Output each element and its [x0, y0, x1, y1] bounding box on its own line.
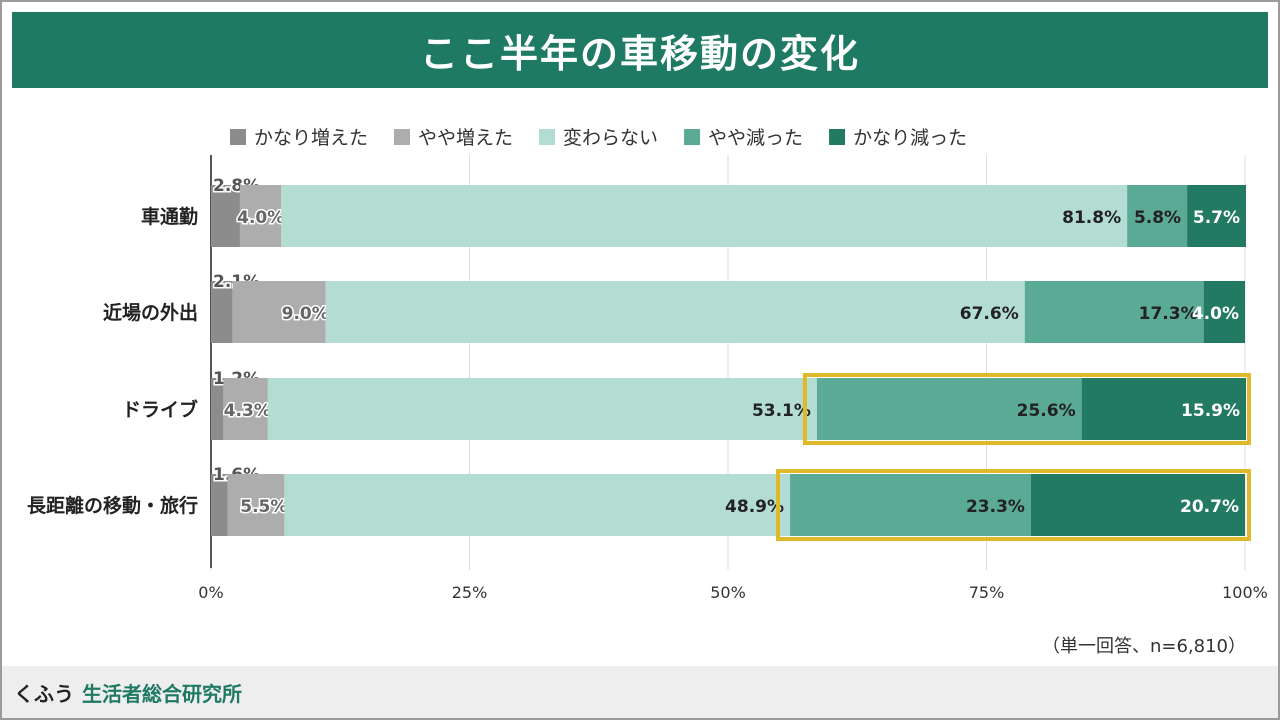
footer: くふう 生活者総合研究所 [2, 666, 1278, 718]
data-label: 67.6% [960, 304, 1019, 324]
category-label: 車通勤 [141, 205, 198, 228]
bar-segment [211, 378, 224, 440]
bar-segment [211, 281, 233, 343]
category-label: 近場の外出 [103, 301, 198, 324]
category-label: ドライブ [122, 398, 198, 421]
bar-segment [223, 378, 268, 440]
bar-segment [239, 185, 282, 247]
bar-segment [816, 378, 1082, 440]
data-label: 15.9% [1181, 401, 1240, 421]
bar-segment [227, 474, 285, 536]
bar-segment [284, 474, 791, 536]
data-label: 4.3% [224, 401, 271, 421]
highlight-box [802, 373, 1251, 445]
data-label: 9.0% [282, 304, 329, 324]
data-label: 5.8% [1134, 208, 1181, 228]
bar-segment [1081, 378, 1247, 440]
data-label: 4.0% [237, 208, 284, 228]
legend-swatch [230, 129, 246, 145]
x-tick-label: 25% [452, 583, 488, 602]
legend-label: 変わらない [563, 127, 658, 149]
category-label: 長距離の移動・旅行 [27, 494, 198, 517]
highlight-box [776, 469, 1251, 541]
brand-subtitle: 生活者総合研究所 [82, 681, 242, 706]
legend-label: やや減った [708, 127, 803, 149]
legend-swatch [539, 129, 556, 145]
bar-segment [1187, 185, 1247, 247]
chart-title: ここ半年の車移動の変化 [12, 12, 1268, 88]
bar-segment [1030, 474, 1245, 536]
bar-segment [267, 378, 817, 440]
data-label: 48.9% [725, 497, 784, 517]
bar-segment [1127, 185, 1188, 247]
bar-segment [211, 474, 228, 536]
legend-swatch [684, 129, 701, 145]
data-label: 17.3% [1139, 304, 1198, 324]
bar-segment [325, 281, 1025, 343]
bar-segment [281, 185, 1128, 247]
data-label: 5.5% [240, 497, 287, 517]
legend-label: やや増えた [418, 127, 513, 149]
bar-segment [232, 281, 326, 343]
sample-note: （単一回答、n=6,810） [1041, 636, 1246, 657]
bar-segment [211, 185, 240, 247]
legend-swatch [394, 129, 411, 145]
data-label: 81.8% [1062, 208, 1121, 228]
x-tick-label: 50% [710, 583, 746, 602]
x-tick-label: 75% [969, 583, 1005, 602]
x-tick-label: 0% [198, 583, 223, 602]
data-label: 5.7% [1193, 208, 1240, 228]
data-label: 20.7% [1180, 497, 1239, 517]
data-label: 4.0% [1192, 304, 1239, 324]
bar-segment [790, 474, 1031, 536]
data-label: 25.6% [1017, 401, 1076, 421]
bar-segment [1024, 281, 1204, 343]
legend-label: かなり増えた [254, 127, 368, 149]
legend-label: かなり減った [853, 127, 967, 149]
data-label: 53.1% [752, 401, 811, 421]
x-tick-label: 100% [1222, 583, 1268, 602]
bar-segment [1203, 281, 1245, 343]
brand-name: くふう [14, 681, 74, 706]
legend-swatch [829, 129, 846, 145]
data-label: 23.3% [966, 497, 1025, 517]
